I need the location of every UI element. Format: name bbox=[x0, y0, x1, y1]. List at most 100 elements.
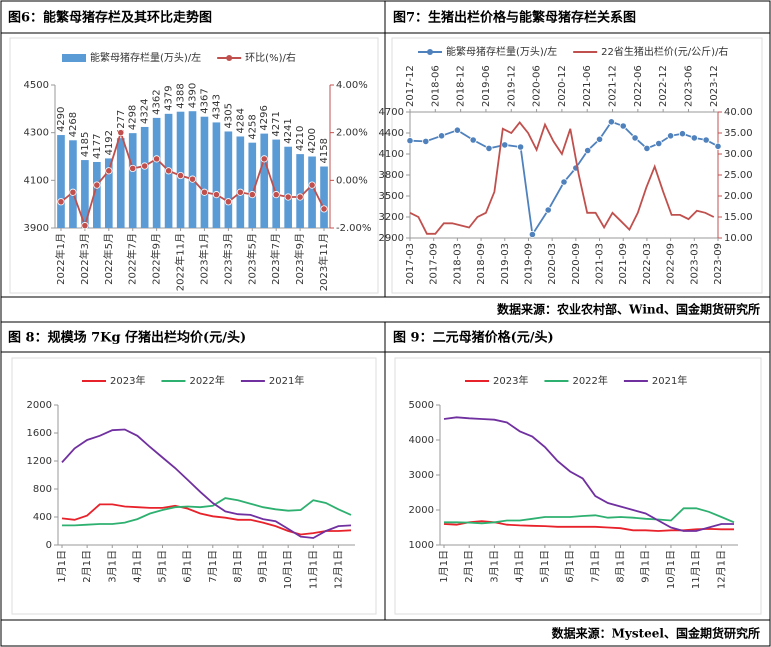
chart-box bbox=[394, 357, 762, 615]
legend-label: 22省生猪出栏价(元/公斤)/右 bbox=[601, 45, 728, 58]
legend-label: 环比(%)/右 bbox=[245, 51, 296, 64]
series-marker bbox=[607, 118, 615, 126]
bar bbox=[116, 138, 125, 228]
x-tick-label: 2021-09 bbox=[618, 243, 629, 285]
source-note: 数据来源：Mysteel、国金期货研究所 bbox=[552, 626, 760, 641]
legend-label: 2022年 bbox=[572, 374, 607, 387]
legend-label: 2023年 bbox=[493, 374, 528, 387]
series-marker bbox=[619, 122, 627, 130]
x-tick-label: 2023年1月 bbox=[197, 233, 210, 285]
data-label: 4258 bbox=[247, 114, 258, 139]
x-tick-label: 6月1日 bbox=[564, 550, 576, 583]
y-tick-label: 400 bbox=[33, 512, 52, 523]
data-label: 4388 bbox=[176, 83, 187, 108]
x-tick-label: 8月1日 bbox=[615, 550, 627, 583]
bar bbox=[308, 156, 316, 228]
data-label: 4390 bbox=[188, 83, 199, 108]
series-marker bbox=[105, 167, 113, 175]
bar bbox=[248, 142, 257, 228]
legend-label: 能繁母猪存栏量(万头)/左 bbox=[90, 51, 201, 64]
x-tick-label: 2023年5月 bbox=[245, 233, 258, 285]
x-tick-label: 12月1日 bbox=[715, 550, 727, 589]
data-label: 4305 bbox=[223, 103, 234, 128]
series-marker bbox=[437, 132, 446, 140]
series-marker bbox=[200, 188, 209, 196]
x-tick-label: 2020-03 bbox=[547, 243, 558, 285]
y-tick-label: 3900 bbox=[24, 223, 49, 234]
series-marker bbox=[690, 134, 698, 142]
y-tick-label: 3000 bbox=[409, 470, 434, 481]
x2-tick-label: 2017-12 bbox=[405, 65, 416, 107]
x-tick-label: 2023-03 bbox=[689, 243, 700, 285]
data-label: 4271 bbox=[271, 111, 282, 136]
series-marker bbox=[81, 222, 89, 230]
x2-tick-label: 2018-06 bbox=[430, 65, 441, 107]
series-marker bbox=[422, 137, 430, 145]
y-tick-label: 2000 bbox=[409, 505, 434, 516]
x2-tick-label: 2023-12 bbox=[709, 65, 720, 107]
x-tick-label: 11月1日 bbox=[307, 550, 319, 589]
data-label: 4362 bbox=[152, 89, 163, 114]
bar bbox=[152, 117, 161, 228]
x-tick-label: 2022-03 bbox=[642, 243, 653, 285]
series-marker bbox=[69, 188, 77, 196]
bar bbox=[140, 126, 149, 228]
x-tick-label: 2020-09 bbox=[571, 243, 582, 285]
y-tick-label: 4100 bbox=[379, 149, 404, 160]
bar bbox=[188, 111, 197, 228]
series-line bbox=[444, 507, 735, 525]
series-marker bbox=[153, 155, 161, 163]
series-marker bbox=[595, 135, 604, 143]
x-tick-label: 2022年11月 bbox=[174, 233, 187, 291]
x-tick-label: 1月1日 bbox=[56, 550, 68, 583]
series-marker bbox=[406, 137, 414, 145]
series-marker bbox=[224, 198, 232, 206]
series-marker bbox=[129, 164, 137, 173]
x2-tick-label: 2022-06 bbox=[633, 65, 644, 107]
x2-tick-label: 2019-06 bbox=[481, 65, 492, 107]
x-tick-label: 5月1日 bbox=[157, 550, 169, 583]
data-label: 4367 bbox=[199, 88, 210, 113]
series-marker bbox=[667, 132, 675, 140]
x-tick-label: 2019-09 bbox=[523, 243, 534, 285]
x-tick-label: 3月1日 bbox=[488, 550, 500, 583]
data-label: 4277 bbox=[116, 110, 127, 135]
series-line bbox=[409, 121, 715, 235]
bar bbox=[296, 154, 304, 228]
data-label: 4298 bbox=[128, 105, 139, 130]
series-marker bbox=[469, 136, 477, 144]
series-line bbox=[62, 497, 352, 527]
series-marker bbox=[643, 144, 651, 152]
data-label: 4379 bbox=[164, 85, 175, 110]
series-line bbox=[61, 503, 352, 536]
x-tick-label: 2023年11月 bbox=[317, 233, 330, 291]
x-tick-label: 10月1日 bbox=[665, 550, 677, 589]
series-marker bbox=[560, 178, 568, 186]
legend-label: 2023年 bbox=[110, 374, 145, 387]
x-tick-label: 2023-09 bbox=[713, 243, 724, 285]
x-tick-label: 2023年7月 bbox=[269, 233, 282, 285]
x-tick-label: 8月1日 bbox=[232, 550, 244, 583]
bar bbox=[236, 136, 245, 228]
series-marker bbox=[320, 205, 328, 213]
y2-tick-label: 30.00 bbox=[724, 149, 753, 160]
data-label: 4210 bbox=[295, 126, 306, 151]
x2-tick-label: 2020-12 bbox=[557, 65, 568, 107]
x-tick-label: 5月1日 bbox=[539, 550, 551, 583]
bar bbox=[212, 122, 221, 228]
chart-title: 图 9：二元母猪价格(元/头) bbox=[393, 330, 554, 346]
x-tick-label: 7月1日 bbox=[207, 550, 219, 583]
y-tick-label: 800 bbox=[33, 484, 52, 495]
legend-label: 2022年 bbox=[189, 374, 224, 387]
x-tick-label: 2022年1月 bbox=[54, 233, 67, 285]
source-note: 数据来源：农业农村部、Wind、国金期货研究所 bbox=[497, 302, 760, 317]
y-tick-label: 1600 bbox=[27, 428, 52, 439]
x2-tick-label: 2022-12 bbox=[658, 65, 669, 107]
bar bbox=[57, 135, 65, 228]
bar bbox=[104, 158, 113, 228]
legend-marker bbox=[226, 55, 233, 61]
chart-title: 图7：生猪出栏价格与能繁母猪存栏关系图 bbox=[393, 10, 636, 26]
series-marker bbox=[188, 175, 197, 183]
legend-label: 能繁母猪存栏量(万头)/左 bbox=[446, 45, 557, 58]
